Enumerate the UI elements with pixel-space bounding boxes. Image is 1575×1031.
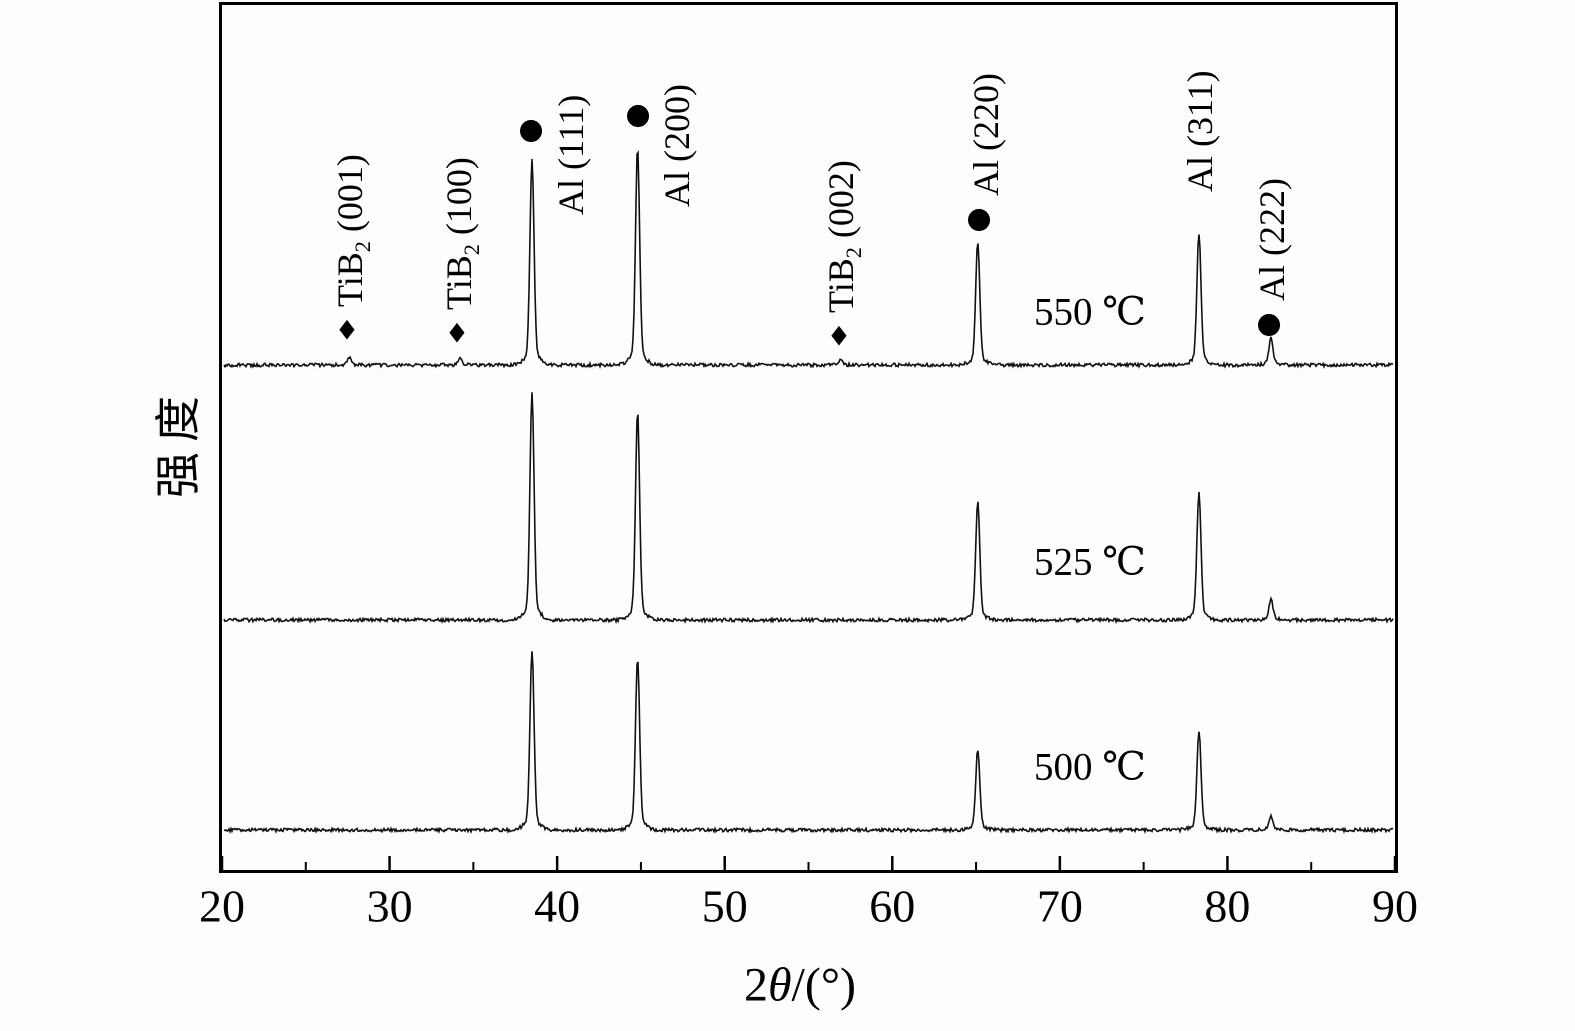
phase-name: TiB <box>330 252 370 307</box>
x-tick-label-70: 70 <box>1036 880 1083 932</box>
phase-name: Al <box>551 179 591 215</box>
plot-area <box>219 2 1398 873</box>
xrd-traces-canvas <box>222 150 1395 870</box>
hkl-index: (111) <box>551 94 591 179</box>
xrd-trace-500c <box>223 651 1394 835</box>
temperature-label-550c: 550 ℃ <box>1034 290 1146 334</box>
hkl-index: (222) <box>1252 178 1292 265</box>
phase-subscript: 2 <box>841 247 867 259</box>
peak-label-tib2-100: TiB2 (100) <box>439 157 484 310</box>
phase-name: Al <box>966 160 1006 196</box>
circle-marker-icon: ● <box>625 96 651 131</box>
x-tick-label-90: 90 <box>1372 880 1418 932</box>
hkl-index: (001) <box>330 154 370 242</box>
peak-label-al-222: Al (222) <box>1252 178 1292 301</box>
hkl-index: (200) <box>657 84 697 171</box>
peak-label-al-111: Al (111) <box>551 94 591 215</box>
xrd-trace-550c <box>223 150 1394 370</box>
hkl-index: (311) <box>1180 70 1220 156</box>
x-tick-label-40: 40 <box>534 880 581 932</box>
temperature-label-525c: 525 ℃ <box>1034 540 1146 584</box>
x-tick-label-80: 80 <box>1204 880 1251 932</box>
peak-label-al-220: Al (220) <box>966 73 1006 196</box>
circle-marker-icon: ● <box>518 111 544 146</box>
peak-label-tib2-001: TiB2 (001) <box>330 154 375 307</box>
hkl-index: (002) <box>821 160 861 248</box>
x-axis-label: 2θ/(°) <box>744 958 856 1013</box>
phase-name: TiB <box>821 258 861 313</box>
phase-name: Al <box>1180 156 1220 192</box>
circle-marker-icon: ● <box>966 200 992 235</box>
x-tick-label-30: 30 <box>366 880 413 932</box>
x-axis-label-suffix: /(°) <box>791 958 857 1012</box>
y-axis-label: 强度 <box>153 386 204 498</box>
circle-marker-icon: ● <box>1256 305 1282 340</box>
peak-label-tib2-002: TiB2 (002) <box>821 160 866 313</box>
x-tick-label-50: 50 <box>701 880 748 932</box>
phase-name: TiB <box>439 255 479 310</box>
x-tick-label-20: 20 <box>199 880 245 932</box>
diamond-marker-icon: ♦ <box>334 315 360 347</box>
xrd-trace-525c <box>223 392 1394 625</box>
x-tick-label-60: 60 <box>869 880 916 932</box>
diamond-marker-icon: ♦ <box>444 318 470 350</box>
phase-subscript: 2 <box>459 244 485 256</box>
hkl-index: (220) <box>966 73 1006 160</box>
phase-name: Al <box>1252 265 1292 301</box>
peak-label-al-311: Al (311) <box>1180 70 1220 192</box>
phase-name: Al <box>657 171 697 207</box>
x-axis-label-prefix: 2 <box>743 958 768 1012</box>
x-axis-label-theta: θ <box>767 958 792 1012</box>
temperature-label-500c: 500 ℃ <box>1034 745 1146 789</box>
phase-subscript: 2 <box>350 241 376 253</box>
peak-label-al-200: Al (200) <box>657 84 697 207</box>
diamond-marker-icon: ♦ <box>826 321 852 353</box>
hkl-index: (100) <box>439 157 479 245</box>
